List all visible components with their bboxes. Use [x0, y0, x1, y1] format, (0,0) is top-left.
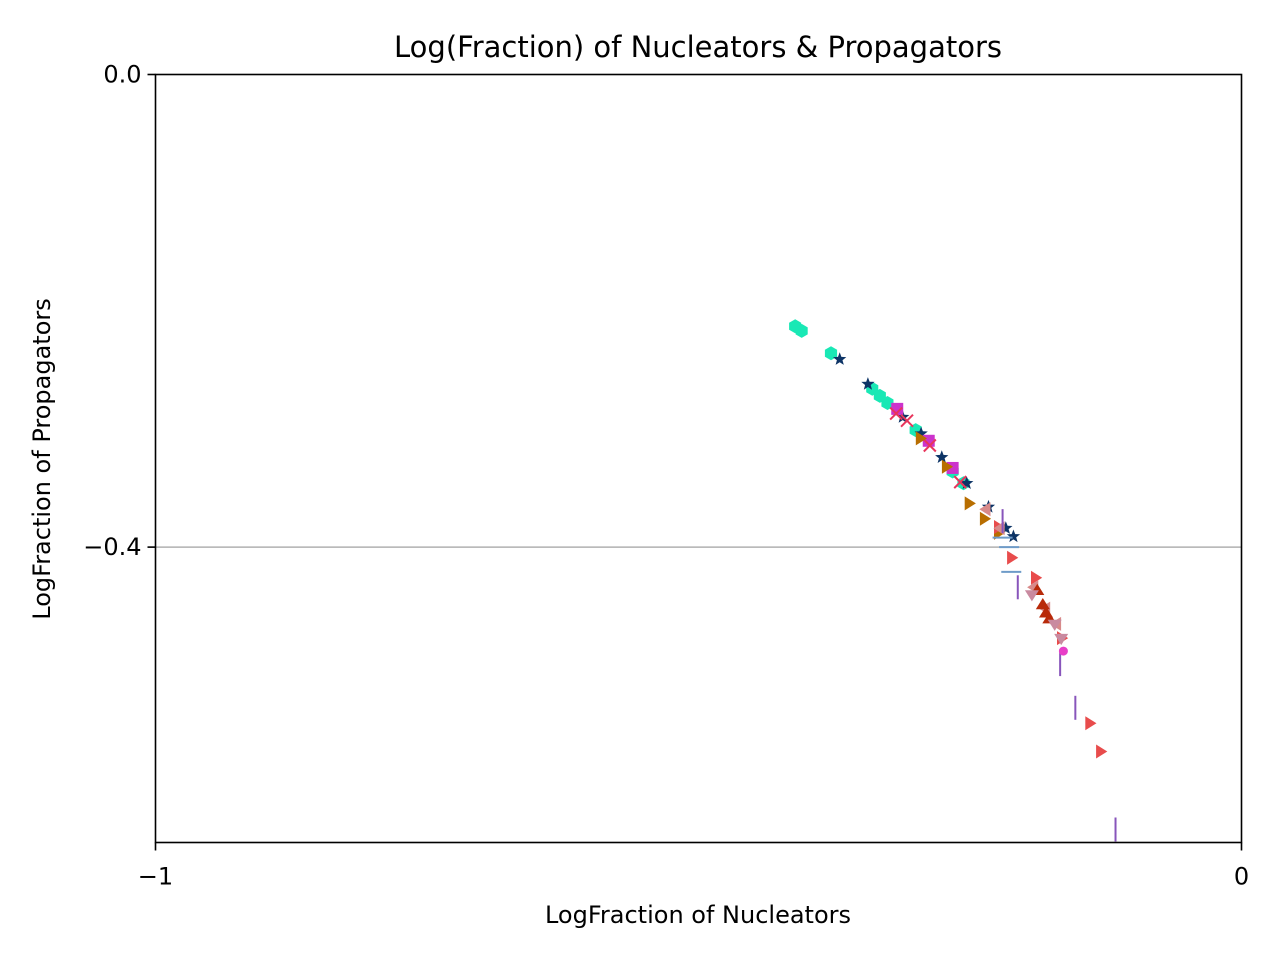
data-point-star [960, 476, 974, 489]
ticks-layer: −1 0 0.0 −0.4 [83, 61, 1249, 891]
data-point-triangle-down [1024, 590, 1039, 602]
data-point-triangle-left [979, 502, 991, 517]
data-point-triangle-down [1054, 633, 1069, 646]
data-point-x [923, 438, 937, 453]
data-point-x [900, 413, 914, 428]
data-point-triangle-right [1096, 744, 1108, 759]
data-point-star [833, 352, 847, 365]
y-tick-label: −0.4 [83, 533, 141, 561]
data-point-triangle-right [979, 511, 992, 526]
data-point-star [1006, 529, 1021, 543]
data-point-x [953, 475, 967, 489]
data-point-hexagon [824, 346, 838, 361]
marks-layer [789, 319, 1117, 842]
x-tick-label: 0 [1234, 863, 1249, 891]
y-axis-label: LogFraction of Propagators [28, 298, 56, 619]
data-point-triangle-right [941, 459, 954, 474]
data-point-star [935, 450, 949, 463]
x-tick-label: −1 [138, 863, 173, 891]
data-point-triangle-right [1031, 570, 1043, 585]
chart-title: Log(Fraction) of Nucleators & Propagator… [394, 30, 1002, 64]
axes-frame [154, 73, 1243, 844]
data-point-x [889, 406, 903, 421]
data-point-triangle-down [1047, 619, 1062, 631]
data-point-star [861, 377, 875, 390]
data-point-hexagon [881, 396, 894, 410]
x-axis-label: LogFraction of Nucleators [545, 901, 851, 929]
data-point-triangle-up [1035, 598, 1050, 610]
data-point-triangle-right [915, 431, 927, 446]
data-point-hexagon [795, 323, 808, 338]
data-point-triangle-right [1007, 550, 1019, 565]
data-point-star [914, 426, 928, 440]
data-point-star [999, 521, 1013, 534]
y-tick-label: 0.0 [103, 61, 141, 89]
data-point-triangle-right [1085, 716, 1097, 731]
data-point-circle [1058, 646, 1068, 656]
data-point-triangle-right [964, 496, 976, 511]
